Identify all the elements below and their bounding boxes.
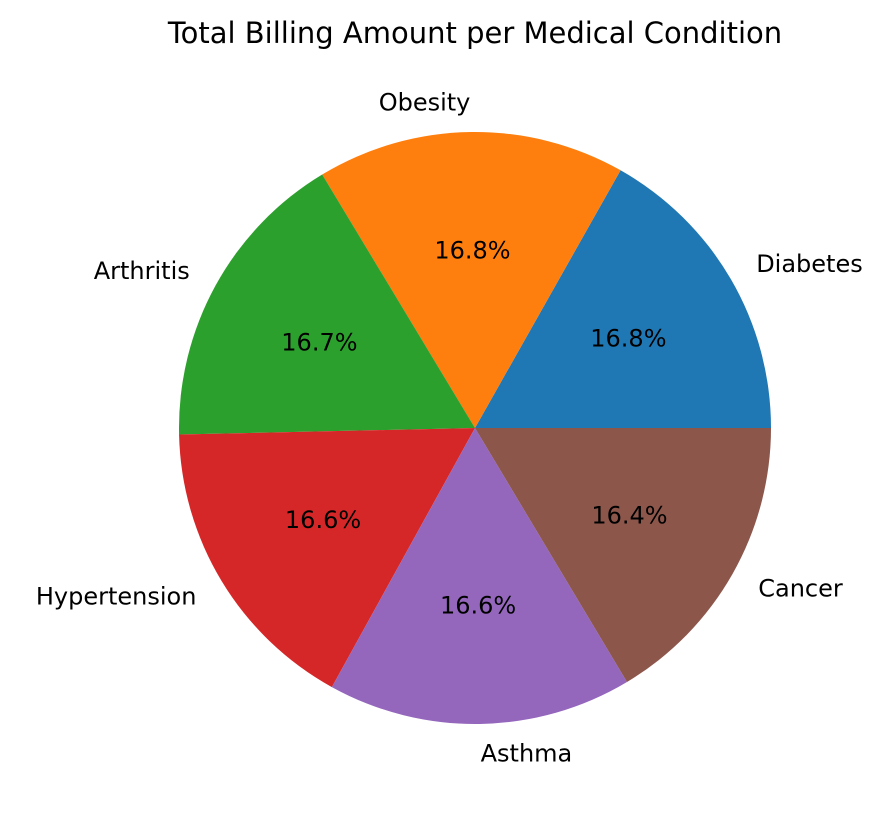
pct-label-asthma: 16.6% (440, 592, 516, 620)
pie-category-labels: Diabetes Obesity Arthritis Hypertension Asth… (36, 88, 863, 767)
chart-title: Total Billing Amount per Medical Conditi… (167, 16, 782, 50)
pie-slices (179, 132, 772, 725)
pie-slice-hypertension (179, 428, 475, 688)
category-label-asthma: Asthma (481, 740, 573, 768)
pie-percentage-labels: 16.8% 16.8% 16.7% 16.6% 16.6% 16.4% (281, 236, 667, 619)
pie-slice-asthma (331, 428, 628, 725)
pie-slice-cancer (475, 428, 771, 682)
category-label-obesity: Obesity (379, 88, 471, 116)
pct-label-diabetes: 16.8% (590, 324, 666, 352)
pct-label-obesity: 16.8% (434, 236, 510, 264)
pct-label-arthritis: 16.7% (281, 328, 357, 356)
pct-label-cancer: 16.4% (591, 502, 667, 530)
category-label-hypertension: Hypertension (36, 583, 197, 611)
category-label-arthritis: Arthritis (94, 257, 190, 285)
pct-label-hypertension: 16.6% (285, 506, 361, 534)
pie-slice-arthritis (179, 174, 475, 435)
pie-slice-diabetes (475, 170, 772, 428)
pie-slice-obesity (322, 132, 621, 428)
category-label-diabetes: Diabetes (756, 250, 863, 278)
category-label-cancer: Cancer (758, 575, 843, 603)
